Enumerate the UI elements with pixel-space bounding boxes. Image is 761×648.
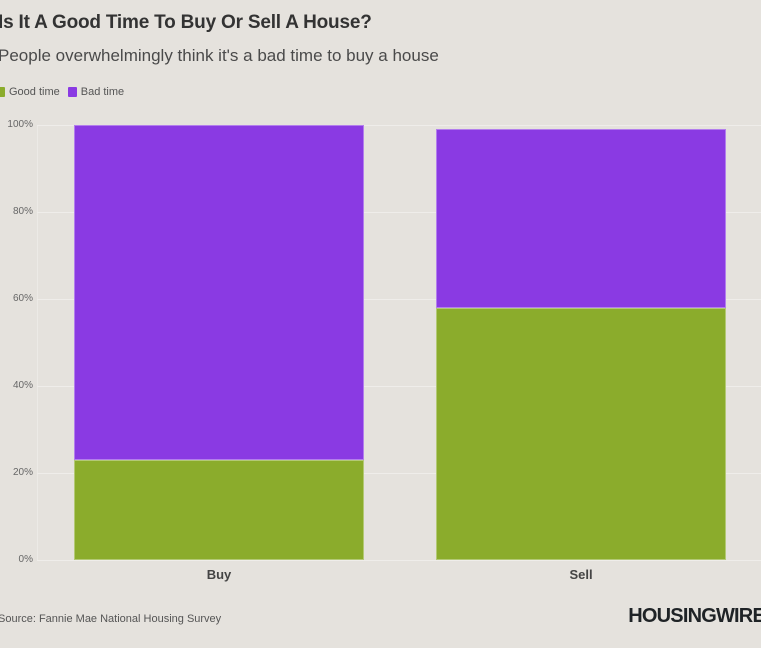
gridline [37,560,761,561]
bar-sell[interactable] [436,129,726,560]
gridline [37,212,761,213]
y-tick-label: 20% [12,467,33,478]
y-tick-label: 60% [12,293,33,304]
y-tick-label: 80% [12,206,33,217]
housingwire-logo: HOUSINGWIRE [628,605,761,627]
legend-item-good-time: Good time [0,86,60,98]
gridline [37,299,761,300]
legend-swatch-bad-time [67,87,77,97]
y-tick-label: 40% [12,380,33,391]
bar-segment-bad-time[interactable] [436,129,726,308]
legend-swatch-good-time [0,87,5,97]
x-label-buy: Buy [206,567,232,582]
plot-area: 100% 80% 60% 40% 20% 0% [7,119,761,565]
legend: Good time Bad time [0,86,124,98]
x-label-sell: Sell [569,567,593,582]
gridline [37,386,761,387]
chart-title: Is It A Good Time To Buy Or Sell A House… [0,12,372,33]
legend-label: Bad time [80,86,125,98]
y-tick-label: 0% [18,554,33,565]
gridline [37,125,761,126]
bar-segment-bad-time[interactable] [74,125,364,460]
bar-segment-good-time[interactable] [74,459,364,560]
legend-item-bad-time: Bad time [67,86,125,98]
bar-segment-good-time[interactable] [436,307,726,560]
gridline [37,473,761,474]
y-axis-line [37,125,38,560]
legend-label: Good time [9,86,60,98]
bar-buy[interactable] [74,125,364,560]
y-tick-label: 100% [7,119,33,130]
chart-subtitle: People overwhelmingly think it's a bad t… [0,46,439,65]
source-note: Source: Fannie Mae National Housing Surv… [0,613,222,625]
